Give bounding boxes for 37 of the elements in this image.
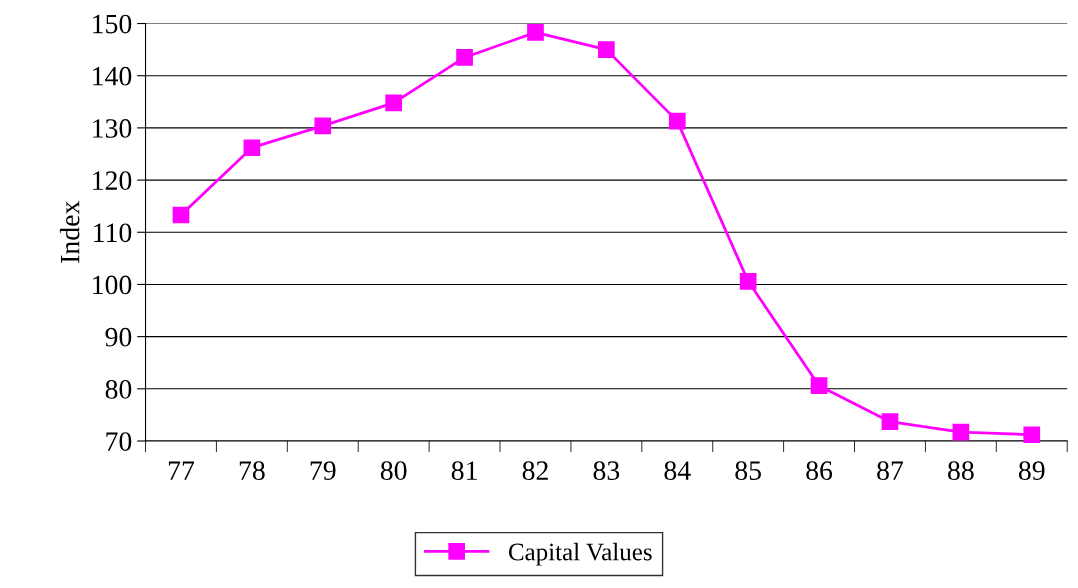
y-tick-label: 70 [106, 432, 132, 451]
point [810, 377, 828, 395]
point [881, 413, 899, 431]
point [172, 206, 190, 224]
y-tick-label: 80 [105, 379, 132, 399]
point [456, 49, 473, 66]
x-tick-label: 83 [593, 461, 620, 480]
y-tick-label: 100 [93, 275, 132, 295]
y-tick-label: 90 [105, 327, 132, 347]
point [598, 41, 615, 58]
point [739, 272, 757, 290]
x-tick-label: 88 [948, 461, 974, 480]
point [668, 112, 686, 130]
y-tick-label: 110 [94, 223, 132, 243]
legend-label: Capital Values [508, 542, 652, 566]
point [952, 423, 970, 441]
x-tick-label: 84 [664, 461, 691, 480]
point [243, 139, 261, 157]
point [527, 24, 544, 41]
x-tick-label: 82 [522, 461, 548, 480]
y-tick-label: 150 [93, 14, 132, 34]
point [1023, 426, 1041, 444]
x-tick-label: 81 [451, 461, 477, 480]
x-tick-label: 89 [1018, 461, 1045, 480]
point [314, 117, 332, 135]
y-tick-label: 140 [93, 66, 132, 86]
point [385, 94, 403, 112]
x-tick-label: 80 [380, 461, 407, 480]
y-axis-title: Index [59, 200, 80, 263]
x-tick-label: 87 [877, 461, 904, 480]
x-tick-label: 86 [806, 461, 833, 480]
x-tick-label: 78 [239, 461, 265, 480]
y-tick-label: 120 [93, 171, 132, 190]
y-tick-label: 130 [93, 119, 132, 138]
x-tick-label: 79 [310, 461, 336, 480]
x-tick-label: 77 [168, 461, 195, 480]
x-tick-label: 85 [735, 461, 761, 480]
